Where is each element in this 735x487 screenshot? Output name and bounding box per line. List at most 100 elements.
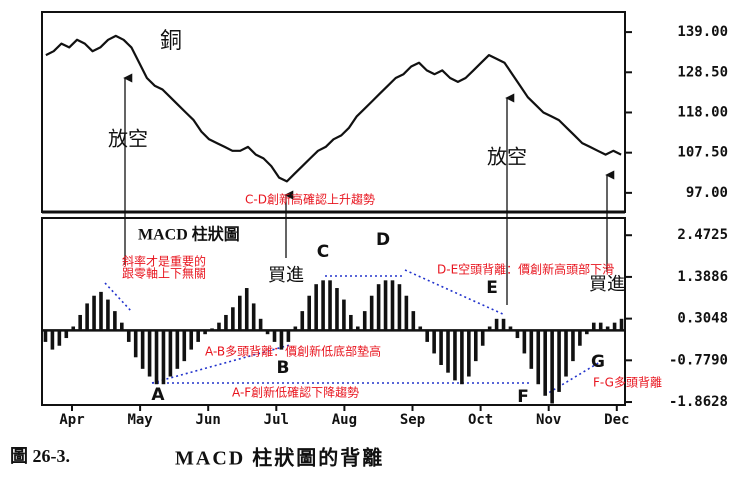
annotation: 買進	[268, 265, 304, 286]
histogram-bar	[57, 330, 62, 346]
histogram-bar	[418, 326, 423, 331]
y-tick-label: 2.4725	[677, 227, 728, 243]
price-title: 銅	[160, 29, 182, 54]
histogram-bar	[314, 284, 318, 331]
histogram-bar	[43, 330, 48, 342]
histogram-bar	[598, 322, 603, 331]
histogram-bar	[196, 330, 200, 342]
histogram-bar	[92, 295, 96, 331]
histogram-bar	[383, 280, 388, 331]
x-tick-label: Nov	[536, 412, 561, 428]
histogram-bar	[154, 330, 159, 385]
annotation: E	[486, 278, 498, 298]
y-tick-label: 118.00	[677, 104, 728, 120]
histogram-bar	[376, 284, 381, 331]
histogram-bar	[113, 311, 117, 331]
annotation: 放空	[487, 145, 527, 169]
caption-title: MACD 柱狀圖的背離	[175, 446, 384, 470]
annotation: 買進	[589, 274, 625, 295]
histogram-bar	[300, 311, 305, 331]
histogram-bar	[550, 330, 554, 404]
annotation: 放空	[108, 127, 148, 151]
histogram-bar	[591, 322, 596, 331]
histogram-bar	[349, 314, 353, 331]
slope-line	[104, 282, 133, 313]
histogram-bar	[355, 326, 360, 331]
x-tick-label: Apr	[59, 412, 84, 428]
y-tick-label: 0.3048	[677, 311, 728, 327]
histogram-bar	[147, 330, 152, 377]
histogram-bar	[578, 330, 582, 346]
price-panel	[41, 11, 626, 213]
histogram-bar	[564, 330, 568, 377]
histogram-bar	[425, 330, 429, 342]
y-tick-label: 107.50	[677, 145, 728, 161]
histogram-bar	[231, 307, 235, 331]
histogram-bar	[612, 322, 617, 331]
histogram-bar	[342, 299, 346, 331]
annotation: A	[151, 385, 165, 405]
histogram-bar	[467, 330, 471, 377]
x-tick-label: Oct	[468, 412, 493, 428]
histogram-bar	[328, 280, 332, 331]
histogram-bar	[369, 295, 374, 331]
histogram-bar	[571, 330, 575, 362]
histogram-bar	[307, 295, 312, 331]
histogram-bar	[536, 330, 541, 385]
histogram-bar	[244, 288, 249, 331]
y-tick-label: 139.00	[677, 24, 728, 40]
y-tick-label: 1.3886	[677, 269, 728, 285]
histogram-bar	[175, 330, 180, 369]
annotation: D-E空頭背離：價創新高頭部下滑	[437, 262, 614, 277]
histogram-bar	[557, 330, 561, 392]
histogram-bar	[522, 330, 527, 354]
histogram-bar	[106, 299, 110, 331]
x-tick-label: Sep	[400, 412, 425, 428]
histogram-bar	[120, 322, 124, 331]
histogram-bar	[515, 330, 520, 339]
histogram-bar	[293, 326, 298, 331]
histogram-bar	[508, 326, 513, 331]
histogram-bar	[217, 322, 221, 331]
histogram-bar	[487, 326, 492, 331]
histogram-bar	[140, 330, 145, 369]
annotation: F	[517, 387, 529, 407]
histogram-bar	[71, 326, 76, 331]
annotation: 斜率才是重要的	[122, 254, 206, 269]
x-tick-label: Dec	[604, 412, 629, 428]
histogram-bar	[210, 328, 214, 331]
fg-line	[544, 361, 601, 396]
annotation: 跟零軸上下無關	[122, 266, 206, 281]
histogram-bar	[272, 330, 277, 342]
histogram-bar	[404, 295, 409, 331]
histogram-bar	[439, 330, 443, 365]
histogram-bar	[432, 330, 436, 354]
annotation: F-G多頭背離	[593, 376, 662, 390]
histogram-bar	[529, 330, 534, 369]
y-tick-label: -1.8628	[669, 394, 728, 410]
histogram-bar	[619, 318, 624, 331]
y-tick-label: 97.00	[686, 185, 728, 201]
histogram-bar	[251, 303, 256, 331]
annotation: B	[277, 358, 290, 378]
histogram-bar	[335, 288, 339, 331]
ab-line	[151, 344, 291, 384]
histogram-bar	[64, 330, 69, 339]
x-tick-label: Jul	[264, 412, 289, 428]
histogram-bar	[460, 330, 464, 385]
histogram-bar	[286, 330, 291, 342]
macd-panel	[41, 217, 626, 406]
histogram-bar	[321, 280, 325, 331]
price-line	[45, 34, 622, 183]
histogram-bar	[189, 330, 194, 350]
histogram-bar	[494, 318, 499, 331]
histogram-bar	[362, 311, 367, 331]
histogram-bar	[480, 330, 485, 346]
histogram-bar	[78, 314, 82, 331]
histogram-bar	[133, 330, 138, 358]
histogram-bar	[265, 330, 270, 335]
histogram-bar	[238, 295, 242, 331]
x-tick-label: May	[127, 412, 153, 428]
histogram-bar	[543, 330, 547, 396]
histogram-bar	[99, 291, 103, 331]
